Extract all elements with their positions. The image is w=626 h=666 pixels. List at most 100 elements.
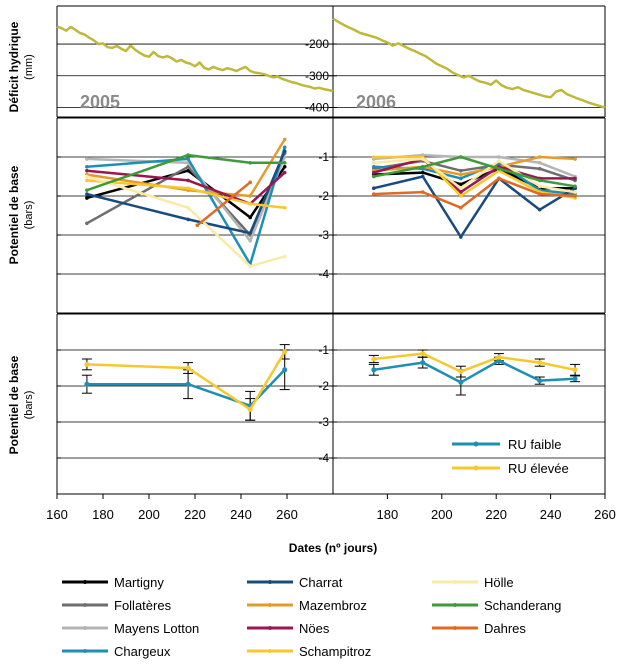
series-noes-point [186, 178, 190, 183]
series-mazembroz-point [248, 194, 252, 198]
series-holle-point [85, 174, 89, 179]
series-ru-faible-point [537, 378, 543, 384]
y-tick-label: -4 [318, 451, 329, 465]
y-tick-label: -300 [305, 69, 329, 83]
y-tick-label: -2 [318, 379, 329, 393]
series-dahres-point [372, 192, 376, 196]
x-tick-label: 200 [138, 507, 160, 522]
series-ru-faible-point [371, 367, 377, 373]
series-dahres-point [420, 190, 425, 194]
legend-sites: Martigny Follatères Mayens Lotton Chargeux C… [62, 575, 561, 659]
y-tick-label: -3 [318, 415, 329, 429]
series-layer [56, 17, 606, 421]
series-martigny-point [85, 196, 89, 200]
series-noes-point [459, 190, 463, 194]
series-mazembroz-point [282, 137, 287, 142]
series-schampitroz-point [372, 155, 376, 159]
ru-ylabel: Potentiel de base [7, 355, 21, 454]
legend-noes-label: Nöes [299, 621, 330, 636]
series-ru-faible-line-right [373, 359, 576, 384]
series-schanderang-point [85, 188, 89, 192]
tick-labels: -200 -300 -400 -1 -2 -3 -4 -1 -2 -3 -4 160 180 200 220… [46, 37, 616, 522]
panel-frames [56, 5, 606, 499]
series-ru-faible-point [572, 376, 578, 382]
year-label-left: 2005 [80, 92, 120, 112]
legend-noes-marker [268, 626, 272, 630]
series-martigny-point [186, 168, 190, 173]
legend-charrat-marker [268, 580, 272, 584]
x-tick-label: 240 [230, 507, 252, 522]
series-martigny-point [459, 182, 463, 187]
series-ru-elevee-point [185, 365, 191, 371]
y-tick-label: -400 [305, 100, 329, 114]
series-dahres-point [537, 192, 542, 196]
series-ru-elevee-line-right [373, 352, 576, 373]
sites-ylabel: Potentiel de base [7, 165, 21, 264]
series-ru-faible-point [496, 358, 502, 364]
series-charrat-line-left [86, 150, 286, 235]
series-charrat-point [186, 217, 190, 222]
deficit-line-2006 [332, 17, 606, 109]
legend-dahres-label: Dahres [484, 621, 526, 636]
series-charrat-point [282, 149, 287, 153]
series-ru-elevee-point [282, 349, 288, 355]
series-holle-point [282, 254, 287, 259]
legend-schampitroz-label: Schampitroz [299, 644, 371, 659]
series-schanderang-point [537, 178, 542, 183]
series-ru-elevee-point [458, 369, 464, 375]
legend-charrat-label: Charrat [299, 575, 343, 590]
series-schanderang-line-right [373, 155, 576, 188]
ru-yunit: (bars) [23, 391, 35, 420]
series-martigny-point [282, 164, 287, 169]
series-ru-elevee-point [84, 361, 90, 367]
series-chargeux-point [186, 157, 190, 161]
series-noes-line-right [373, 157, 576, 194]
series-ru-faible-point [185, 381, 191, 387]
series-holle-point [537, 184, 542, 189]
series-holle-point [573, 190, 577, 194]
y-tick-label: -1 [318, 343, 329, 357]
series-noes-point [372, 170, 376, 175]
deficit-ylabel: Déficit hydrique [7, 21, 21, 112]
series-ru-faible-point [458, 379, 464, 385]
legend-mayens-lotton-marker [83, 626, 87, 630]
legend-ru-faible-marker [473, 441, 479, 447]
legend-chargeux-label: Chargeux [114, 644, 171, 659]
series-mayens-lotton-point [248, 239, 252, 243]
series-schampitroz-point [459, 194, 463, 198]
series-ru-elevee-line-left [86, 351, 286, 411]
series-ru-elevee-point [247, 406, 253, 412]
series-holle-point [372, 161, 376, 165]
legend-holle-label: Hölle [484, 575, 514, 590]
series-holle-point [497, 159, 501, 163]
y-tick-label: -2 [318, 189, 329, 203]
x-tick-label: 220 [485, 507, 507, 522]
series-ru-faible-line-left [86, 368, 286, 408]
series-ru-elevee-point [420, 351, 426, 357]
x-tick-label: 160 [46, 507, 68, 522]
series-mayens-lotton-point [537, 161, 542, 165]
legend-martigny-label: Martigny [114, 575, 164, 590]
series-ru-elevee-point [496, 354, 502, 360]
series-schampitroz-point [186, 186, 190, 190]
series-schanderang-point [497, 166, 501, 171]
series-charrat-point [248, 231, 252, 235]
deficit-line-2005 [56, 25, 334, 93]
series-schampitroz-point [282, 205, 287, 210]
legend-mazembroz-marker [268, 603, 272, 607]
series-ru-elevee-point [572, 367, 578, 373]
series-dahres-point [459, 205, 463, 210]
legend-ru: RU faible RU élevée [452, 437, 569, 476]
series-charrat-line-right [373, 175, 576, 239]
x-tick-label: 180 [92, 507, 114, 522]
year-label-right: 2006 [356, 92, 396, 112]
series-mazembroz-point [573, 157, 577, 161]
legend-follateres-marker [83, 603, 87, 607]
x-tick-label: 260 [276, 507, 298, 522]
legend-ru-elevee-marker [473, 465, 479, 471]
series-holle-point [459, 186, 463, 190]
series-chargeux-point [85, 164, 89, 169]
series-schampitroz-point [85, 178, 89, 183]
series-dahres-point [248, 180, 252, 185]
series-ru-elevee-point [371, 356, 377, 362]
